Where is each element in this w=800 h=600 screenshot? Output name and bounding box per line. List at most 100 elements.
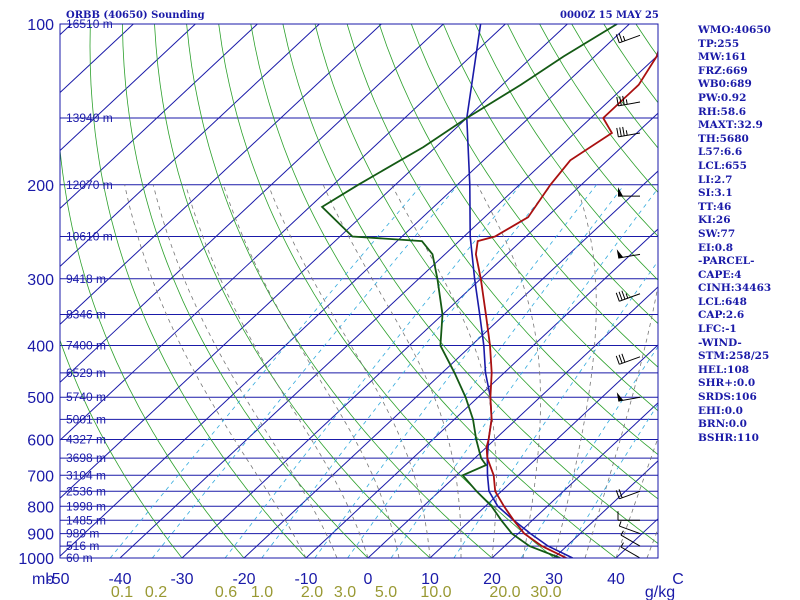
index-item: EHI:0.0: [698, 404, 743, 417]
height-label: 6529 m: [66, 366, 106, 380]
wind-barb-flag: [616, 96, 619, 106]
pressure-tick-label: 300: [27, 272, 54, 289]
index-item: SHR+:0.0: [698, 377, 756, 390]
mixing-ratio-label: 5.0: [375, 584, 397, 600]
mixing-ratio-line: [390, 187, 658, 558]
pressure-tick-label: 1000: [18, 551, 54, 568]
sounding-time: 0000Z 15 MAY 25: [560, 10, 659, 21]
temperature-tick-label: -50: [46, 571, 69, 588]
mixing-ratio-label: 1.0: [251, 584, 273, 600]
plot-area: [60, 24, 658, 558]
index-item: TT:46: [698, 200, 732, 213]
dry-adiabat: [89, 24, 307, 558]
wind-barb-staff: [618, 101, 641, 107]
height-label: 5001 m: [66, 412, 106, 426]
wind-barb: [616, 95, 641, 107]
wind-barb-staff: [620, 534, 641, 547]
dry-adiabat: [186, 24, 493, 558]
temperature-tick-label: -10: [294, 571, 317, 588]
isotherm: [119, 54, 658, 558]
wind-barb: [616, 126, 641, 138]
wind-barb-half-flag: [620, 542, 624, 548]
height-label: 5740 m: [66, 390, 106, 404]
height-label: 12070 m: [66, 178, 113, 192]
index-item: KI:26: [698, 214, 731, 227]
isotherm: [305, 228, 658, 558]
wind-barb: [615, 353, 641, 365]
temperature-tick-label: 30: [545, 571, 563, 588]
wind-barb-half-flag: [625, 99, 628, 105]
wind-barb-half-flag: [618, 521, 622, 527]
index-item: MW:161: [698, 51, 747, 64]
wind-barb-staff: [619, 34, 641, 44]
temperature-tick-label: 20: [483, 571, 501, 588]
moist-adiabat: [553, 184, 597, 558]
wind-barb-flag: [618, 354, 623, 364]
dry-adiabat: [218, 24, 555, 558]
wind-barb-staff: [619, 356, 641, 365]
wind-barb-flag: [618, 489, 623, 498]
index-item: CAPE:4: [698, 268, 742, 281]
mixing-ratio-line: [562, 403, 658, 558]
index-item: -WIND-: [698, 336, 742, 349]
isotherm: [60, 24, 568, 499]
height-label: 10610 m: [66, 229, 113, 243]
index-item: L57:6.6: [698, 146, 743, 159]
isotherm: [60, 24, 506, 441]
wind-barb-staff: [619, 525, 641, 535]
mixing-ratio-unit-label: g/kg: [645, 584, 675, 600]
isotherm: [367, 286, 658, 558]
index-item: TH:5680: [698, 132, 749, 145]
wind-barb-staff: [618, 253, 641, 259]
index-item: LFC:-1: [698, 323, 737, 336]
height-label: 1485 m: [66, 513, 106, 527]
index-item: LCL:655: [698, 159, 747, 172]
index-item: MAXT:32.9: [698, 119, 763, 132]
dry-adiabat: [154, 24, 431, 558]
wind-barb-staff: [618, 396, 641, 402]
wind-barb-pennant: [616, 392, 624, 402]
pressure-tick-label: 600: [27, 433, 54, 450]
wind-barb: [618, 187, 640, 197]
wind-barb-staff: [619, 490, 641, 500]
temperature-tick-label: -30: [170, 571, 193, 588]
mixing-ratio-label: 0.1: [111, 584, 133, 600]
wind-barb-flag: [615, 355, 620, 365]
isotherm: [60, 24, 630, 557]
index-item: WB0:689: [698, 78, 752, 91]
dry-adiabat: [378, 24, 658, 412]
height-label: 1998 m: [66, 499, 106, 513]
mixing-ratio-label: 20.0: [489, 584, 520, 600]
index-item: LI:2.7: [698, 173, 733, 186]
isotherm: [243, 170, 658, 558]
isotherm: [553, 460, 658, 558]
mixing-ratio-line: [261, 184, 552, 558]
wind-barb-flag: [619, 96, 622, 106]
wind-barb-staff: [618, 132, 641, 138]
dry-adiabat: [475, 24, 658, 281]
wind-barb-flag: [622, 126, 625, 136]
temperature-tick-label: 10: [421, 571, 439, 588]
index-item: TP:255: [698, 37, 740, 50]
wind-barb: [616, 249, 641, 259]
mixing-ratio-line: [109, 184, 423, 558]
pressure-tick-label: 500: [27, 390, 54, 407]
mixing-ratio-line: [314, 184, 597, 558]
wind-barb-half-flag: [625, 293, 629, 299]
wind-barb-pennant: [616, 249, 624, 259]
index-item: BSHR:110: [698, 431, 759, 444]
wind-barb-pennant: [618, 187, 623, 197]
wind-barb-flag: [621, 290, 626, 300]
height-label: 2536 m: [66, 484, 106, 498]
dry-adiabat: [250, 24, 617, 558]
isotherm: [60, 24, 382, 326]
dry-adiabat: [60, 145, 245, 558]
height-label: 13940 m: [66, 111, 113, 125]
wind-barb-flag: [618, 33, 623, 42]
mixing-ratio-label: 10.0: [420, 584, 451, 600]
dry-adiabat: [442, 24, 658, 325]
indices-panel: WMO:40650 TP:255 MW:161 FRZ:669 WB0:689 PW:0.…: [698, 24, 798, 445]
mixing-ratio-label: 3.0: [334, 584, 356, 600]
wind-barb-flag: [621, 353, 626, 363]
